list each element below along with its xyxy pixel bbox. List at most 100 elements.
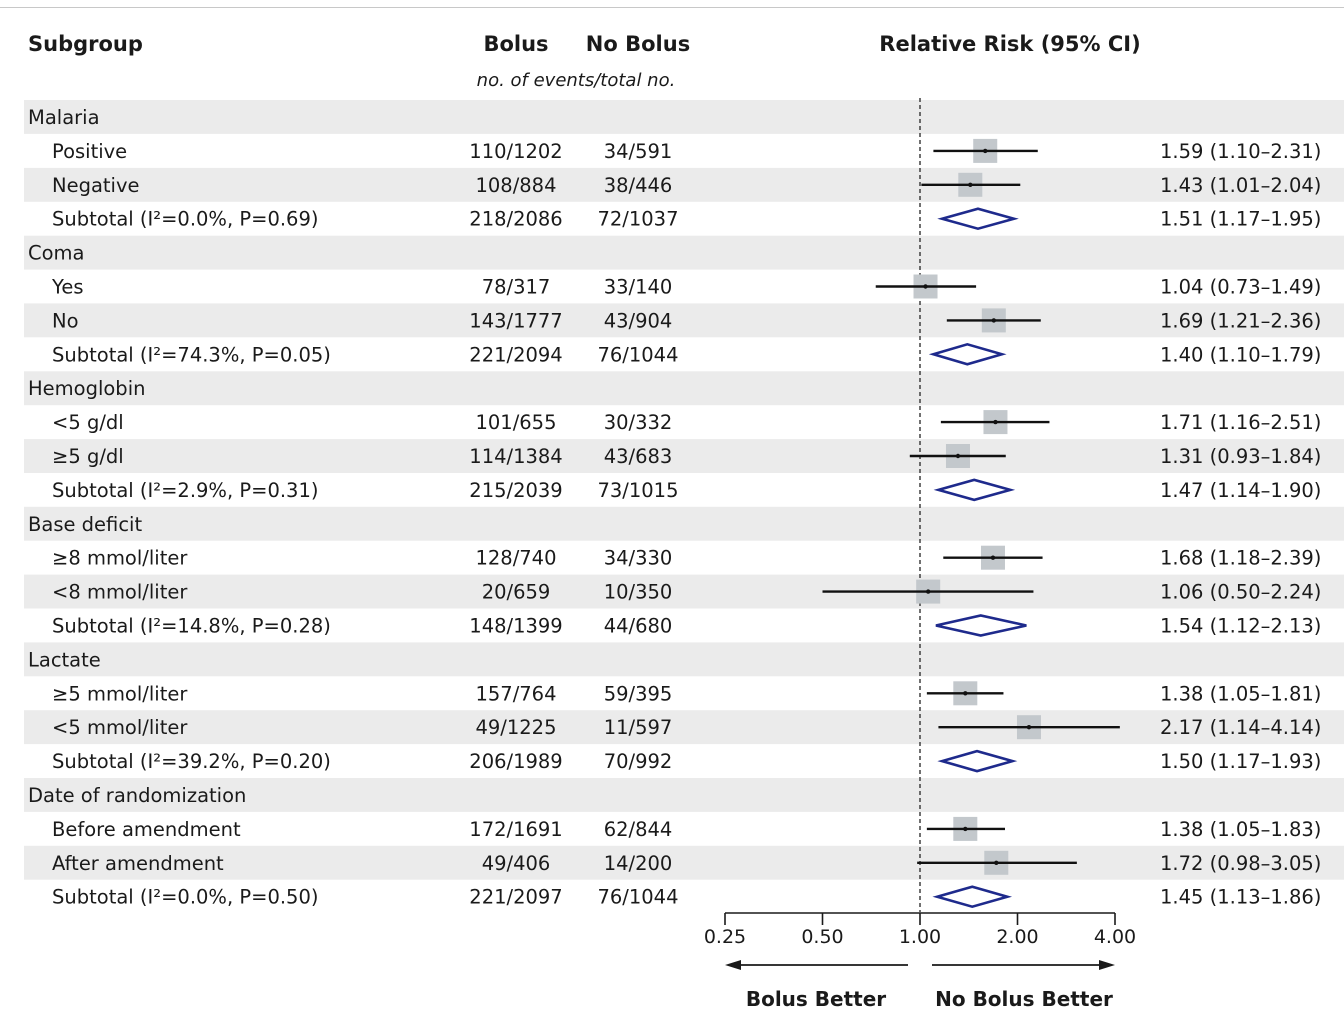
row-stripe [24, 506, 1344, 541]
bolus-events: 143/1777 [469, 309, 562, 332]
bolus-better-label: Bolus Better [746, 987, 886, 1011]
relative-risk-text: 1.38 (1.05–1.83) [1160, 818, 1321, 841]
bolus-events: 221/2097 [469, 886, 562, 909]
no-bolus-events: 76/1044 [597, 886, 678, 909]
row-label: Subtotal (I²=39.2%, P=0.20) [52, 750, 331, 773]
no-bolus-events: 44/680 [604, 615, 673, 638]
arrow-left-head [725, 960, 741, 970]
subgroup-row: Negative 108/884 38/446 1.43 (1.01–2.04) [52, 172, 1321, 197]
no-bolus-events: 11/597 [604, 716, 673, 739]
no-bolus-events: 14/200 [604, 852, 673, 875]
row-label: Subtotal (I²=0.0%, P=0.50) [52, 886, 318, 909]
subgroup-row: No 143/1777 43/904 1.69 (1.21–2.36) [52, 308, 1321, 333]
no-bolus-events: 34/591 [604, 140, 673, 163]
row-label: Subtotal (I²=14.8%, P=0.28) [52, 615, 331, 638]
row-label: Subtotal (I²=74.3%, P=0.05) [52, 343, 331, 366]
relative-risk-text: 1.43 (1.01–2.04) [1160, 174, 1321, 197]
row-stripe [24, 845, 1344, 880]
row-label: <5 g/dl [52, 411, 124, 434]
bolus-events: 49/1225 [475, 716, 556, 739]
point-estimate-dot [963, 691, 968, 696]
relative-risk-text: 1.45 (1.13–1.86) [1160, 886, 1321, 909]
row-stripes [24, 100, 1344, 880]
bolus-events: 221/2094 [469, 343, 562, 366]
bolus-events: 114/1384 [469, 445, 562, 468]
row-label: No [52, 309, 79, 332]
point-estimate-dot [955, 453, 961, 459]
no-bolus-events: 62/844 [604, 818, 673, 841]
subgroup-row: ≥5 mmol/liter 157/764 59/395 1.38 (1.05–1.8… [52, 681, 1321, 706]
row-stripe [24, 167, 1344, 202]
relative-risk-text: 1.72 (0.98–3.05) [1160, 852, 1321, 875]
row-stripe [24, 303, 1344, 338]
header-subgroup: Subgroup [28, 32, 143, 56]
arrow-right-head [1099, 960, 1115, 970]
bolus-events: 157/764 [475, 682, 556, 705]
no-bolus-events: 10/350 [604, 581, 673, 604]
no-bolus-events: 34/330 [604, 547, 673, 570]
row-stripe [24, 778, 1344, 812]
x-axis: 0.25 0.50 1.00 2.00 4.00 Bolus Better No Bolus… [704, 912, 1136, 1011]
relative-risk-text: 1.69 (1.21–2.36) [1160, 309, 1321, 332]
header-events-note: no. of events/total no. [477, 70, 676, 91]
axis-tick-label: 0.25 [704, 926, 746, 948]
top-rule [0, 7, 1344, 8]
row-label: Base deficit [28, 513, 142, 536]
relative-risk-text: 1.06 (0.50–2.24) [1160, 581, 1321, 604]
point-estimate-dot [993, 419, 998, 425]
point-estimate-dot [990, 555, 996, 560]
subtotal-diamond [937, 207, 1019, 231]
axis-tick-label: 4.00 [1094, 926, 1136, 948]
point-estimate-dot [968, 182, 973, 187]
bolus-events: 20/659 [482, 581, 551, 604]
subtotal-diamond [933, 478, 1016, 502]
relative-risk-text: 1.47 (1.14–1.90) [1160, 479, 1321, 502]
row-stripe [24, 371, 1344, 406]
subtotal-row: Subtotal (I²=14.8%, P=0.28) 148/1399 44/68… [52, 614, 1321, 638]
header-no-bolus: No Bolus [586, 32, 690, 56]
axis-tick-label: 0.50 [801, 926, 843, 948]
row-label: Positive [52, 140, 127, 163]
no-bolus-events: 73/1015 [597, 479, 678, 502]
axis-tick-label: 2.00 [996, 926, 1038, 948]
bolus-events: 108/884 [475, 174, 556, 197]
subtotal-diamond [935, 614, 1027, 637]
bolus-events: 101/655 [475, 411, 556, 434]
bolus-events: 206/1989 [469, 750, 562, 773]
axis-tick-label: 1.00 [899, 926, 941, 948]
group-header-row: Date of randomization [28, 784, 246, 807]
subtotal-row: Subtotal (I²=0.0%, P=0.69) 218/2086 72/103… [52, 207, 1321, 231]
subgroup-row: <8 mmol/liter 20/659 10/350 1.06 (0.50–2.24… [52, 579, 1321, 604]
group-header-row: Malaria [28, 106, 100, 129]
subgroup-row: ≥5 g/dl 114/1384 43/683 1.31 (0.93–1.84) [52, 444, 1321, 468]
point-estimate-dot [925, 589, 931, 594]
row-label: After amendment [52, 852, 224, 875]
subgroup-row: Yes 78/317 33/140 1.04 (0.73–1.49) [51, 274, 1321, 299]
row-label: Before amendment [52, 818, 241, 841]
relative-risk-text: 1.04 (0.73–1.49) [1160, 276, 1321, 299]
relative-risk-text: 1.50 (1.17–1.93) [1160, 750, 1321, 773]
subtotal-row: Subtotal (I²=39.2%, P=0.20) 206/1989 70/99… [52, 749, 1321, 773]
row-stripe [24, 710, 1344, 745]
point-estimate-dot [963, 826, 968, 832]
no-bolus-events: 70/992 [604, 750, 673, 773]
no-bolus-events: 43/683 [604, 445, 673, 468]
relative-risk-text: 1.59 (1.10–2.31) [1160, 140, 1321, 163]
no-bolus-events: 38/446 [604, 174, 673, 197]
forest-rows: Malaria Positive 110/1202 34/591 1.59 (1.10–… [28, 106, 1321, 909]
point-estimate-dot [994, 860, 999, 865]
row-stripe [24, 439, 1344, 473]
subgroup-row: <5 g/dl 101/655 30/332 1.71 (1.16–2.51) [52, 410, 1321, 435]
point-estimate-dot [1026, 725, 1032, 730]
bolus-events: 49/406 [482, 852, 551, 875]
row-label: ≥5 g/dl [52, 445, 124, 468]
subgroup-row: After amendment 49/406 14/200 1.72 (0.98–3.… [52, 850, 1321, 875]
header-bolus: Bolus [483, 32, 548, 56]
no-bolus-events: 30/332 [604, 411, 673, 434]
no-bolus-events: 76/1044 [597, 343, 678, 366]
row-label: Lactate [28, 648, 101, 671]
group-header-row: Base deficit [28, 513, 142, 536]
relative-risk-text: 1.54 (1.12–2.13) [1160, 615, 1321, 638]
subgroup-row: <5 mmol/liter 49/1225 11/597 2.17 (1.14–4.1… [52, 715, 1321, 740]
